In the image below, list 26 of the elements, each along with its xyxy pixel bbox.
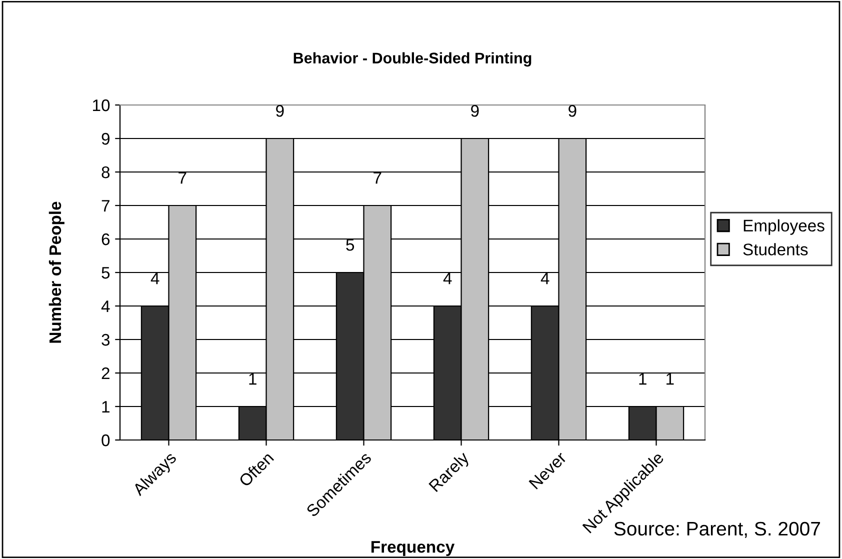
y-tick-label: 3 [102, 334, 110, 346]
data-label: 4 [443, 272, 452, 284]
data-label: 4 [540, 272, 550, 284]
source-note: Source: Parent, S. 2007 [614, 522, 820, 538]
y-tick-label: 8 [102, 166, 110, 178]
y-tick-label: 10 [93, 99, 110, 112]
y-tick-label: 7 [102, 200, 110, 212]
y-tick-label: 9 [102, 132, 110, 145]
data-label: 4 [150, 272, 160, 284]
data-label: 9 [568, 104, 576, 117]
y-tick-label: 6 [102, 233, 110, 246]
legend-label: Students [743, 243, 808, 256]
data-label: 1 [666, 373, 674, 385]
y-tick-label: 0 [102, 434, 110, 446]
data-label: 1 [639, 373, 646, 385]
data-label: 1 [249, 373, 256, 385]
y-tick-label: 2 [102, 367, 110, 380]
y-tick-label: 1 [102, 401, 110, 413]
data-label: 9 [471, 104, 479, 117]
data-label: 9 [276, 104, 284, 117]
legend-label: Employees [744, 219, 824, 235]
y-axis-title: Number of People [48, 202, 64, 343]
chart-title: Behavior - Double-Sided Printing [294, 52, 532, 67]
y-tick-label: 4 [101, 300, 110, 312]
y-tick-label: 5 [102, 267, 110, 279]
x-axis-title: Frequency [371, 541, 455, 556]
